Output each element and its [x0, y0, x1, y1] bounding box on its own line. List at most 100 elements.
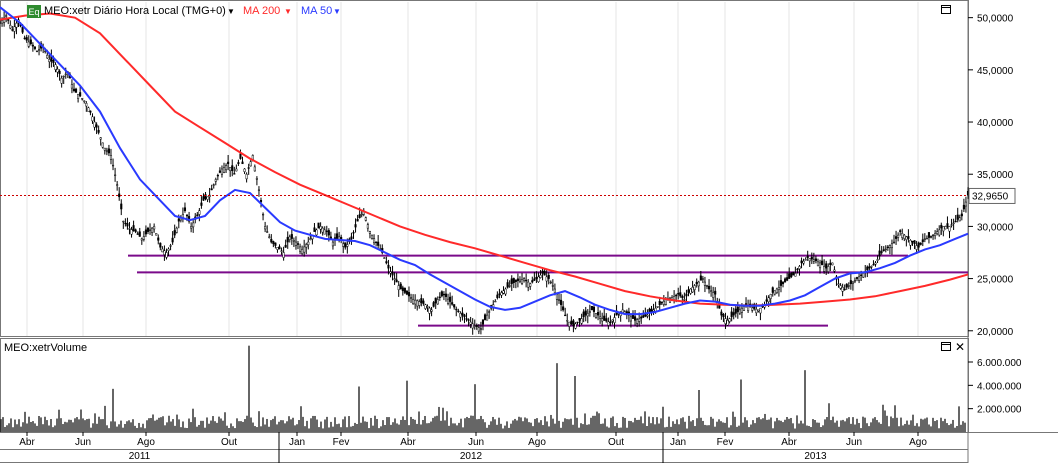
- price-candle-100: [204, 194, 207, 199]
- price-candle-73: [148, 229, 152, 232]
- price-candle-141: [288, 236, 291, 240]
- price-candle-431: [884, 248, 887, 251]
- price-candle-318: [652, 309, 655, 312]
- price-candle-103: [210, 188, 213, 191]
- price-candle-38: [77, 93, 80, 99]
- price-candle-97: [198, 210, 201, 215]
- price-candle-61: [124, 222, 127, 225]
- price-candle-346: [710, 290, 713, 292]
- close-volume-panel-icon[interactable]: ✕: [955, 340, 965, 354]
- price-candle-212: [434, 297, 437, 304]
- price-candle-126: [257, 189, 261, 191]
- year-label-2: 2013: [804, 451, 827, 462]
- price-candle-295: [605, 318, 608, 322]
- price-candle-26: [52, 60, 55, 64]
- price-candle-455: [934, 233, 937, 236]
- price-candle-220: [451, 302, 454, 305]
- price-candle-114: [233, 173, 236, 175]
- price-candle-226: [463, 314, 466, 318]
- equity-badge-label: Eq: [28, 7, 39, 17]
- price-candle-262: [537, 276, 540, 283]
- price-candle-14: [27, 41, 30, 47]
- price-candle-242: [496, 294, 499, 298]
- ma200-legend[interactable]: MA 200: [243, 5, 280, 17]
- price-candle-392: [804, 259, 807, 261]
- price-candle-348: [714, 290, 717, 295]
- price-candle-157: [321, 227, 324, 233]
- price-candle-105: [214, 179, 217, 182]
- price-candle-58: [118, 193, 121, 198]
- price-candle-361: [740, 307, 743, 313]
- price-candle-36: [72, 88, 76, 91]
- price-candle-80: [163, 250, 166, 255]
- month-label-11: Fev: [717, 437, 734, 448]
- price-candle-358: [734, 308, 737, 314]
- volume-y-axis: 2.000.000 4.000.000 6.000.000: [968, 358, 1022, 416]
- price-candle-246: [504, 288, 507, 295]
- price-candle-149: [305, 244, 308, 248]
- price-candle-298: [611, 319, 614, 322]
- price-candle-210: [430, 309, 433, 312]
- ma200-dropdown-icon[interactable]: ▼: [284, 7, 292, 16]
- symbol-dropdown-icon[interactable]: ▼: [227, 7, 235, 16]
- price-candle-463: [950, 224, 953, 226]
- price-candle-44: [89, 110, 92, 113]
- maximize-price-panel-icon[interactable]: [941, 5, 951, 14]
- price-candle-268: [549, 281, 552, 284]
- price-candle-122: [249, 161, 252, 167]
- price-tick-label-5: 45,0000: [977, 66, 1014, 77]
- ma50-legend[interactable]: MA 50: [301, 5, 332, 17]
- price-candle-467: [958, 217, 961, 222]
- price-candle-461: [946, 223, 949, 227]
- price-candle-147: [301, 249, 304, 254]
- price-candle-363: [744, 303, 748, 305]
- price-candle-194: [397, 285, 400, 291]
- price-candle-458: [940, 224, 943, 229]
- price-candle-286: [586, 313, 589, 317]
- price-candle-376: [771, 287, 774, 293]
- price-candle-443: [909, 240, 912, 246]
- price-candle-345: [707, 285, 711, 290]
- price-candle-236: [483, 314, 487, 320]
- price-candle-32: [64, 73, 67, 76]
- price-candle-334: [685, 293, 688, 297]
- price-candle-30: [60, 77, 63, 84]
- price-candle-24: [48, 59, 51, 63]
- price-candle-229: [469, 321, 472, 325]
- month-label-3: Out: [221, 437, 237, 448]
- price-candle-244: [500, 292, 503, 296]
- price-candle-93: [190, 226, 193, 229]
- price-candle-121: [247, 167, 250, 169]
- price-candle-425: [872, 264, 875, 266]
- price-candle-397: [814, 258, 817, 262]
- price-candle-285: [584, 310, 587, 316]
- price-candle-174: [356, 218, 359, 222]
- price-candle-256: [525, 279, 528, 282]
- month-label-1: Jun: [75, 437, 91, 448]
- price-candle-408: [837, 283, 840, 285]
- price-candle-259: [531, 280, 534, 283]
- maximize-volume-panel-icon[interactable]: [941, 342, 951, 351]
- volume-bars: [0, 345, 966, 432]
- price-candle-457: [938, 229, 941, 236]
- price-candle-221: [453, 304, 456, 308]
- price-candle-117: [239, 153, 242, 159]
- price-candle-78: [159, 242, 162, 248]
- price-candle-344: [705, 285, 709, 287]
- price-candle-380: [779, 280, 783, 286]
- price-candle-183: [375, 241, 378, 244]
- price-candle-283: [580, 318, 583, 324]
- symbol-label[interactable]: MEO:xetr Diário Hora Local (TMG+0): [44, 5, 226, 17]
- price-candle-63: [128, 228, 131, 230]
- price-candle-412: [845, 283, 848, 288]
- price-candle-422: [866, 266, 869, 271]
- price-candle-387: [794, 273, 797, 277]
- price-candle-195: [399, 283, 402, 290]
- last-value-tag: [968, 187, 1016, 204]
- price-candle-444: [911, 240, 914, 243]
- price-candle-200: [409, 297, 413, 299]
- ma50-dropdown-icon[interactable]: ▼: [333, 7, 341, 16]
- price-candle-293: [601, 318, 604, 322]
- price-candle-277: [568, 321, 571, 327]
- price-candle-16: [31, 44, 34, 47]
